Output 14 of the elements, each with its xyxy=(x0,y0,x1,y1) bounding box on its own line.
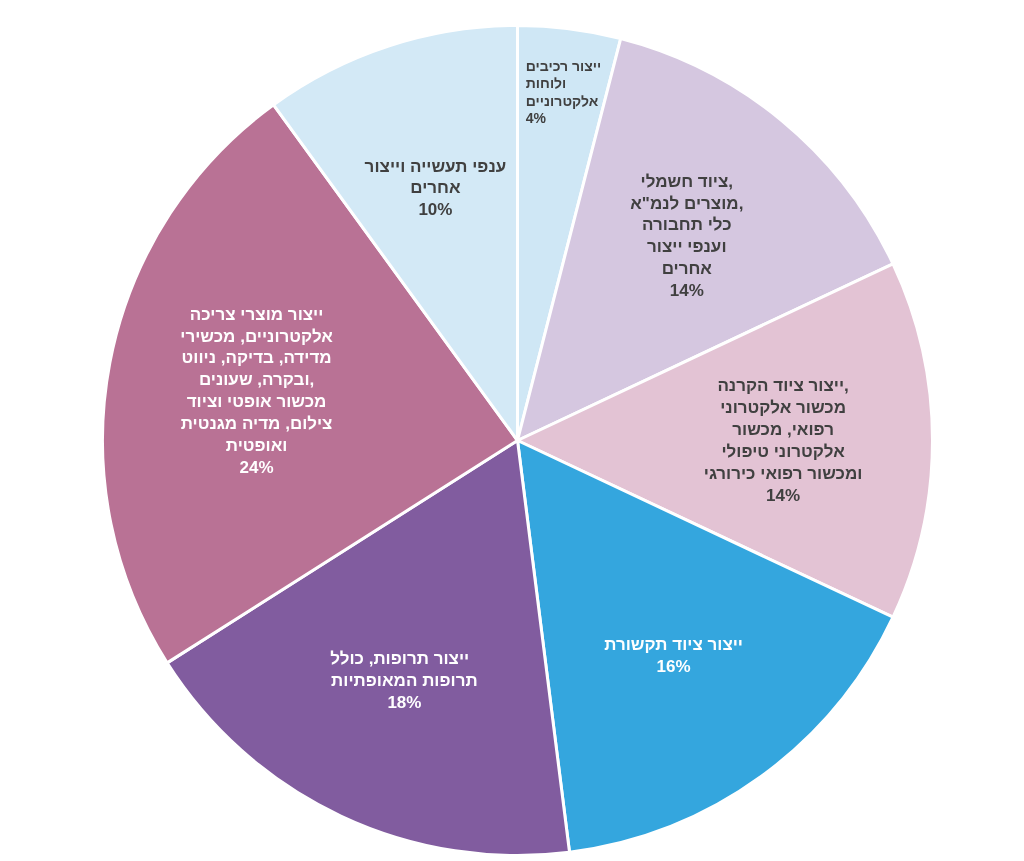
data-label: 24% xyxy=(239,457,274,477)
slice-label: ייצור מוצרי צריכה אלקטרוניים, מכשירי מדידה, בדיקה, ניווט ובקרה, שעונים, מכשור אופטי וציוד צילום, מדיה מגנטית ואופטית xyxy=(180,304,334,455)
data-label: 10% xyxy=(418,200,453,220)
slice-label: ייצור רכיבים ולוחות אלקטרוניים xyxy=(525,57,602,109)
slice-label: ציוד חשמלי, מוצרים לנמ"א, כלי תחבורה וענפי ייצור אחרים xyxy=(630,171,744,279)
data-label: 16% xyxy=(656,656,691,676)
data-label: 14% xyxy=(669,280,704,300)
slice-label: ייצור תרופות, כולל תרופות המאופתיות xyxy=(330,649,478,691)
slice-label: ייצור ציוד הקרנה, מכשור אלקטרוני רפואי, מכשור אלקטרוני טיפולי ומכשור רפואי כירורגי xyxy=(703,376,863,483)
slice-label: ענפי תעשייה וייצור אחרים xyxy=(364,156,507,198)
slice-label: ייצור ציוד תקשורת xyxy=(604,634,744,654)
data-label: 4% xyxy=(525,110,547,127)
data-label: 14% xyxy=(766,485,801,505)
data-label: 18% xyxy=(387,693,422,713)
